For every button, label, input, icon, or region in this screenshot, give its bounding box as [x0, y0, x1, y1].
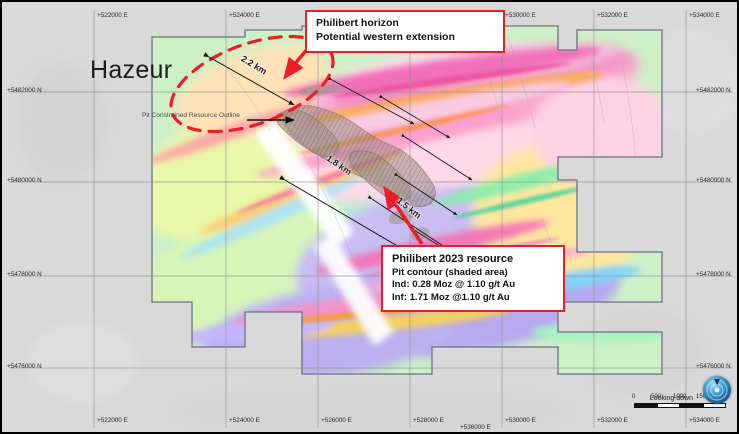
callout-top-subtitle: Potential western extension — [316, 30, 455, 43]
callout-bottom-pit-contour: Pit contour (shaded area) — [392, 266, 508, 278]
northing-label-right-5480000: +5480000 N — [696, 177, 731, 184]
easting-label-bottom-524000: +524000 E — [229, 416, 260, 424]
easting-label-top-522000: +522000 E — [97, 12, 128, 19]
northing-label-left-5482000: +5482000 N — [7, 87, 42, 94]
compass-center-dot — [714, 387, 720, 393]
easting-label-top-530000: +530000 E — [505, 12, 536, 19]
northing-label-left-5480000: +5480000 N — [7, 177, 42, 184]
potential-extension-ellipse — [169, 34, 335, 134]
northing-label-left-5478000: +5478000 N — [7, 271, 42, 278]
easting-label-bottom-526000: +526000 E — [321, 416, 352, 424]
scale-seg-2 — [657, 403, 680, 408]
callout-bottom-indicated: Ind: 0.28 Moz @ 1.10 g/t Au — [392, 279, 516, 291]
northing-label-right-5476000: +5476000 N — [696, 363, 731, 370]
easting-label-top-532000: +532000 E — [597, 12, 628, 19]
looking-down-label: Looking down — [649, 395, 693, 402]
scale-seg-1 — [634, 403, 657, 408]
leader-bottom-callout — [383, 185, 424, 245]
callout-top-title: Philibert horizon — [316, 17, 399, 29]
easting-label-bottom-532000: +532000 E — [597, 416, 628, 424]
scale-tick-1500: 1500 — [696, 394, 710, 400]
compass-looking-down-icon — [703, 376, 731, 404]
property-boundary-outline — [151, 25, 663, 375]
northing-label-right-5478000: +5478000 N — [696, 271, 731, 278]
backdrop-texture — [17, 27, 737, 432]
callout-philibert-2023-resource: Philibert 2023 resource Pit contour (sha… — [381, 245, 565, 313]
pit-constrained-resource-outline-label: Pit Constrained Resource Outline — [142, 112, 240, 119]
easting-label-bottom-522000: +522000 E — [97, 416, 128, 424]
easting-label-bottom-534000: +534000 E — [689, 416, 720, 424]
callout-bottom-inferred: Inf: 1.71 Moz @1.10 g/t Au — [392, 291, 510, 303]
callout-philibert-horizon: Philibert horizon Potential western exte… — [305, 10, 505, 53]
easting-label-bottom-536000: +536000 E — [460, 423, 491, 431]
easting-label-bottom-530000: +530000 E — [505, 416, 536, 424]
scale-tick-500: 500 — [651, 394, 662, 400]
scale-tick-0: 0 — [632, 394, 636, 400]
callout-bottom-title: Philibert 2023 resource — [392, 253, 514, 265]
easting-label-bottom-528000: +528000 E — [413, 416, 444, 424]
scale-seg-3 — [680, 403, 703, 408]
easting-label-top-524000: +524000 E — [229, 12, 260, 19]
scale-tick-1000: 1000 — [673, 394, 687, 400]
northing-label-right-5482000: +5482000 N — [696, 87, 731, 94]
property-label-hazeur: Hazeur — [90, 56, 173, 84]
compass-pointer-icon — [714, 379, 720, 385]
arrow-2-2km — [203, 52, 295, 106]
northing-label-left-5476000: +5476000 N — [7, 363, 42, 370]
easting-label-top-534000: +534000 E — [689, 12, 720, 19]
